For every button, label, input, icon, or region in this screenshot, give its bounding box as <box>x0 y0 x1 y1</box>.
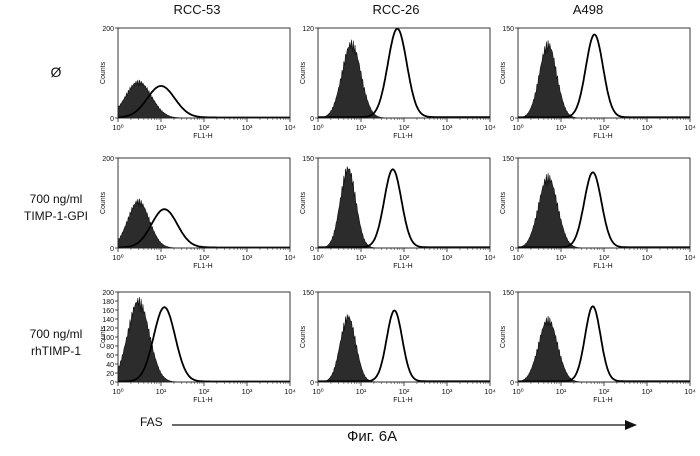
figure-caption: Фиг. 6A <box>347 428 397 445</box>
